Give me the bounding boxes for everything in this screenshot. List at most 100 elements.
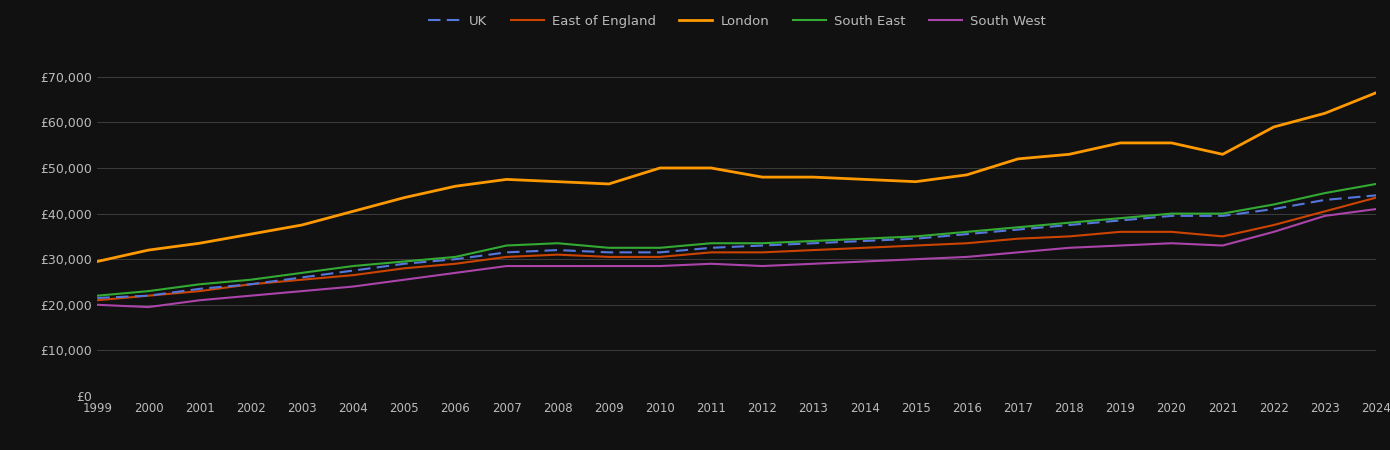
South East	[345, 263, 361, 269]
UK	[908, 236, 924, 241]
South East	[856, 236, 873, 241]
East of England	[140, 293, 157, 298]
South East	[89, 293, 106, 298]
South West	[1316, 213, 1333, 219]
UK	[140, 293, 157, 298]
South East	[242, 277, 259, 283]
London	[448, 184, 464, 189]
East of England	[345, 272, 361, 278]
UK	[1163, 213, 1180, 219]
South West	[805, 261, 821, 266]
Line: South East: South East	[97, 184, 1376, 296]
South East	[652, 245, 669, 251]
London	[908, 179, 924, 184]
South East	[1368, 181, 1384, 187]
South West	[140, 304, 157, 310]
East of England	[293, 277, 310, 283]
London	[703, 165, 720, 171]
South East	[1061, 220, 1077, 225]
London	[1163, 140, 1180, 146]
UK	[856, 238, 873, 243]
South West	[959, 254, 976, 260]
South West	[908, 256, 924, 262]
UK	[753, 243, 770, 248]
UK	[498, 250, 514, 255]
South West	[600, 263, 617, 269]
South West	[1009, 250, 1026, 255]
UK	[293, 275, 310, 280]
East of England	[703, 250, 720, 255]
South East	[753, 241, 770, 246]
South East	[1163, 211, 1180, 216]
South West	[89, 302, 106, 307]
East of England	[448, 261, 464, 266]
East of England	[1061, 234, 1077, 239]
South West	[448, 270, 464, 275]
London	[396, 195, 413, 200]
London	[753, 175, 770, 180]
UK	[192, 286, 208, 292]
UK	[448, 256, 464, 262]
East of England	[1215, 234, 1232, 239]
East of England	[242, 282, 259, 287]
South East	[805, 238, 821, 243]
London	[498, 177, 514, 182]
South West	[396, 277, 413, 283]
South West	[1265, 229, 1282, 234]
East of England	[192, 288, 208, 294]
UK	[242, 282, 259, 287]
South West	[1215, 243, 1232, 248]
South East	[498, 243, 514, 248]
South West	[1061, 245, 1077, 251]
South West	[549, 263, 566, 269]
East of England	[549, 252, 566, 257]
East of England	[600, 254, 617, 260]
South West	[192, 297, 208, 303]
UK	[1368, 193, 1384, 198]
Line: UK: UK	[97, 195, 1376, 298]
London	[805, 175, 821, 180]
UK	[1265, 207, 1282, 212]
South East	[600, 245, 617, 251]
London	[242, 231, 259, 237]
South East	[1265, 202, 1282, 207]
Line: South West: South West	[97, 209, 1376, 307]
East of England	[498, 254, 514, 260]
UK	[1316, 197, 1333, 202]
London	[140, 248, 157, 253]
South West	[242, 293, 259, 298]
East of England	[1009, 236, 1026, 241]
London	[652, 165, 669, 171]
East of England	[1368, 195, 1384, 200]
East of England	[1163, 229, 1180, 234]
UK	[959, 231, 976, 237]
East of England	[1316, 209, 1333, 214]
UK	[600, 250, 617, 255]
South West	[753, 263, 770, 269]
UK	[345, 268, 361, 273]
East of England	[805, 248, 821, 253]
South East	[192, 282, 208, 287]
London	[1316, 111, 1333, 116]
UK	[1009, 227, 1026, 232]
South West	[1368, 207, 1384, 212]
UK	[1061, 222, 1077, 228]
South East	[908, 234, 924, 239]
South East	[448, 254, 464, 260]
South East	[396, 259, 413, 264]
London	[89, 259, 106, 264]
London	[1215, 152, 1232, 157]
South West	[345, 284, 361, 289]
London	[600, 181, 617, 187]
UK	[652, 250, 669, 255]
South East	[959, 229, 976, 234]
Line: East of England: East of England	[97, 198, 1376, 300]
East of England	[753, 250, 770, 255]
South East	[549, 241, 566, 246]
South West	[293, 288, 310, 294]
South East	[1316, 190, 1333, 196]
South East	[1009, 225, 1026, 230]
South East	[293, 270, 310, 275]
East of England	[1112, 229, 1129, 234]
South West	[652, 263, 669, 269]
